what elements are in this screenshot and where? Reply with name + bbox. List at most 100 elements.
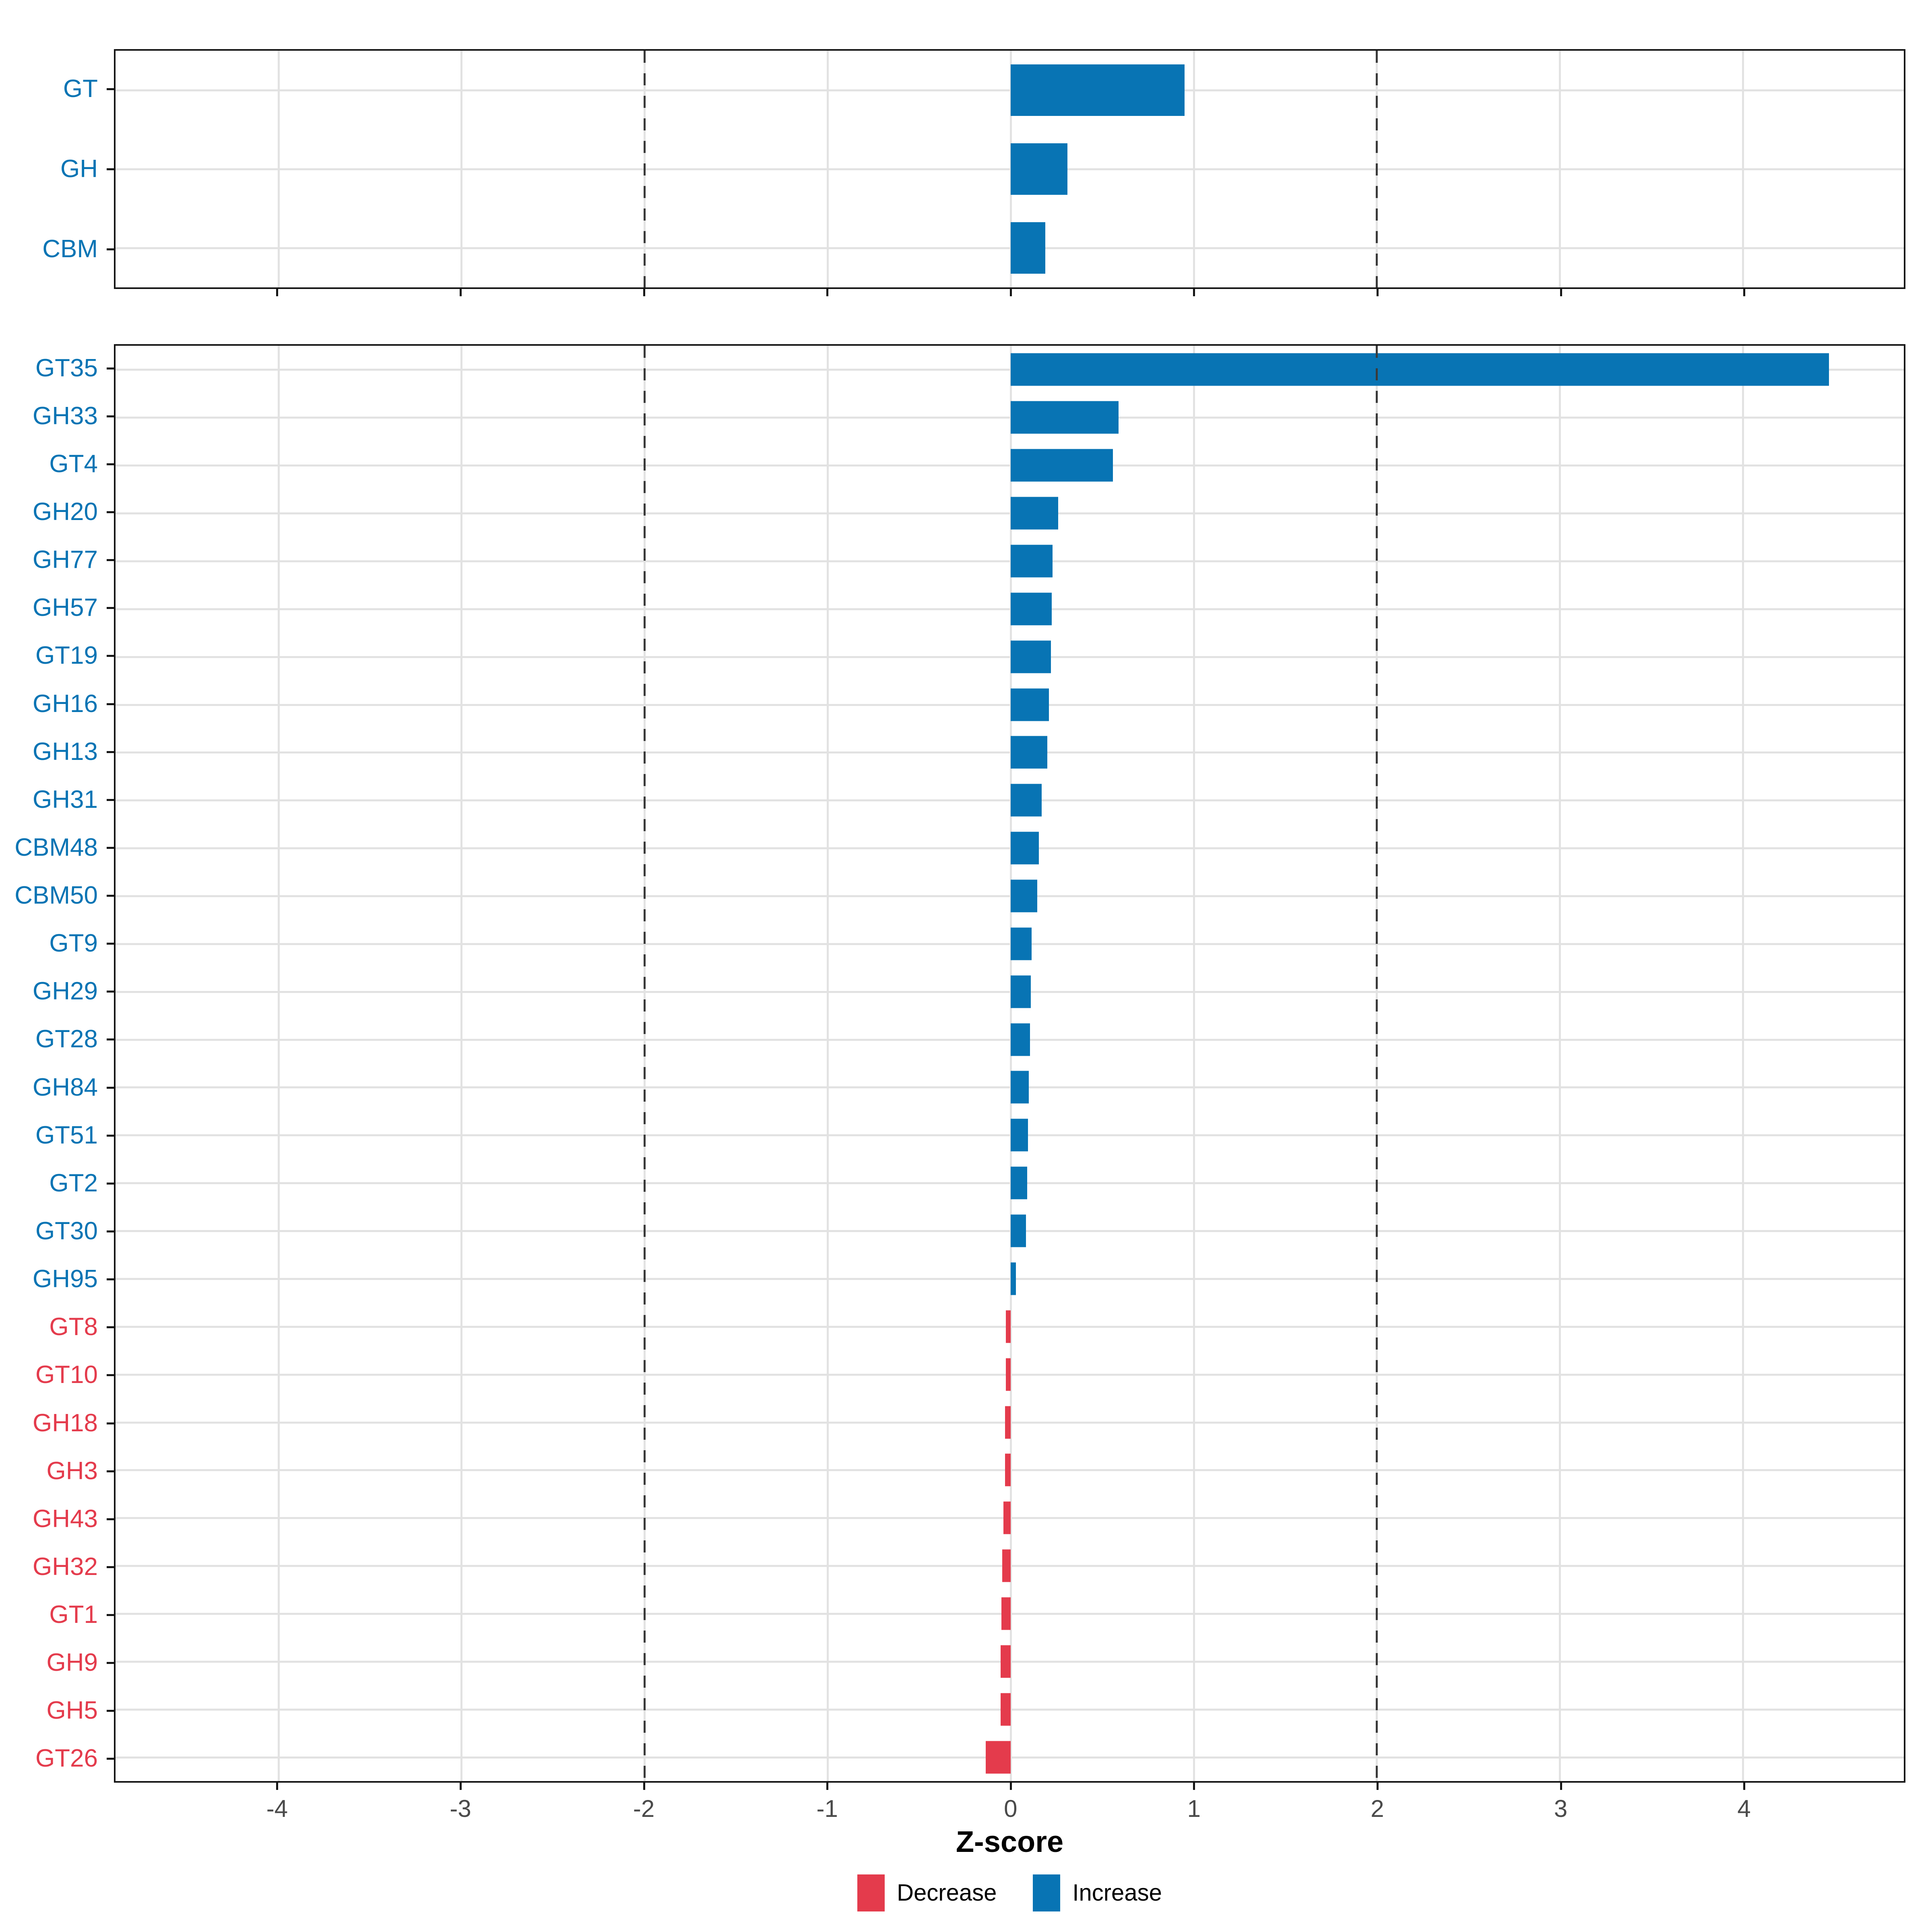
bar-GH77 — [1010, 545, 1053, 578]
bar-CBM48 — [1010, 832, 1039, 865]
x-tick-label: 0 — [1004, 1795, 1018, 1822]
y-axis-label-GH43: GH43 — [33, 1505, 98, 1533]
bar-GT28 — [1010, 1023, 1030, 1056]
y-axis-label-GT10: GT10 — [35, 1361, 98, 1389]
x-gridline — [1559, 346, 1561, 1781]
bar-GT30 — [1010, 1214, 1026, 1247]
bar-GT35 — [1010, 353, 1829, 386]
y-axis-label-GH32: GH32 — [33, 1552, 98, 1581]
y-axis-label-GT2: GT2 — [49, 1169, 98, 1197]
y-tick — [107, 88, 114, 91]
x-tick — [1743, 1783, 1746, 1790]
y-tick — [107, 846, 114, 849]
legend-item-increase: Increase — [1033, 1874, 1162, 1911]
y-gridline — [116, 847, 1904, 850]
y-tick — [107, 168, 114, 170]
y-tick — [107, 1422, 114, 1424]
y-tick — [107, 1614, 114, 1616]
bar-GH84 — [1010, 1071, 1029, 1104]
y-axis-label-GH57: GH57 — [33, 594, 98, 622]
x-tick — [460, 1783, 462, 1790]
y-tick — [107, 655, 114, 657]
reference-line — [1376, 51, 1378, 287]
y-tick — [107, 1470, 114, 1472]
bar-GH29 — [1010, 975, 1031, 1008]
y-axis-label-GT26: GT26 — [35, 1744, 98, 1773]
y-tick — [107, 463, 114, 465]
y-axis-label-GH95: GH95 — [33, 1265, 98, 1293]
decrease-swatch — [857, 1874, 885, 1911]
bar-GT26 — [986, 1741, 1011, 1774]
legend-item-decrease: Decrease — [857, 1874, 997, 1911]
bar-GH5 — [1000, 1693, 1011, 1726]
bar-GH95 — [1010, 1262, 1016, 1295]
y-gridline — [116, 608, 1904, 610]
x-tick — [1009, 1783, 1012, 1790]
x-tick — [643, 289, 645, 296]
summary-panel — [114, 49, 1905, 289]
y-axis-label-GT51: GT51 — [35, 1121, 98, 1149]
bar-GH43 — [1003, 1501, 1011, 1534]
x-tick-label: -2 — [633, 1795, 655, 1822]
y-axis-label-GT28: GT28 — [35, 1025, 98, 1053]
bar-GT19 — [1010, 640, 1051, 673]
y-gridline — [116, 369, 1904, 371]
reference-line — [644, 346, 646, 1781]
reference-line — [1376, 346, 1378, 1781]
y-tick — [107, 367, 114, 369]
bar-GH32 — [1002, 1549, 1011, 1582]
y-gridline — [116, 895, 1904, 897]
x-tick — [1560, 1783, 1562, 1790]
x-tick — [826, 289, 829, 296]
y-tick — [107, 1278, 114, 1281]
bar-GT1 — [1001, 1597, 1011, 1630]
y-axis-label-GH20: GH20 — [33, 497, 98, 526]
y-tick — [107, 751, 114, 753]
x-tick-label: -1 — [816, 1795, 838, 1822]
bar-GT8 — [1006, 1310, 1011, 1343]
y-axis-label-GH77: GH77 — [33, 546, 98, 574]
x-axis-title: Z-score — [956, 1825, 1064, 1858]
bar-CBM50 — [1010, 879, 1037, 912]
bar-GT51 — [1010, 1119, 1028, 1152]
bar-GH33 — [1010, 401, 1119, 434]
y-tick — [107, 559, 114, 561]
y-gridline — [116, 89, 1904, 91]
y-gridline — [116, 1086, 1904, 1089]
reference-line — [644, 51, 646, 287]
bar-GH31 — [1010, 784, 1042, 817]
y-gridline — [116, 560, 1904, 562]
y-axis-label-GT4: GT4 — [49, 450, 98, 478]
y-tick — [107, 703, 114, 705]
y-gridline — [116, 417, 1904, 419]
y-axis-label-CBM: CBM — [42, 235, 98, 263]
y-tick — [107, 1710, 114, 1712]
y-tick — [107, 1086, 114, 1089]
x-tick-label: 3 — [1554, 1795, 1568, 1822]
y-tick — [107, 991, 114, 993]
x-gridline — [1193, 346, 1195, 1781]
y-gridline — [116, 656, 1904, 658]
bar-GH — [1010, 143, 1067, 195]
y-gridline — [116, 704, 1904, 706]
y-axis-label-GT: GT — [63, 75, 98, 103]
families-panel — [114, 344, 1905, 1783]
y-tick — [107, 607, 114, 609]
y-axis-label-GH: GH — [60, 155, 98, 183]
y-axis-label-GH18: GH18 — [33, 1409, 98, 1437]
x-tick — [1009, 289, 1012, 296]
y-gridline — [116, 168, 1904, 170]
x-tick-label: -4 — [266, 1795, 288, 1822]
bar-GT — [1010, 64, 1185, 116]
y-axis-label-GH84: GH84 — [33, 1073, 98, 1101]
bar-GH57 — [1010, 592, 1052, 625]
y-tick — [107, 1662, 114, 1664]
y-axis-label-GT9: GT9 — [49, 929, 98, 958]
y-gridline — [116, 464, 1904, 467]
x-tick-label: 2 — [1371, 1795, 1384, 1822]
y-axis-label-GH29: GH29 — [33, 977, 98, 1005]
y-tick — [107, 1182, 114, 1185]
x-tick — [276, 1783, 279, 1790]
bar-GH16 — [1010, 688, 1049, 721]
y-gridline — [116, 512, 1904, 515]
